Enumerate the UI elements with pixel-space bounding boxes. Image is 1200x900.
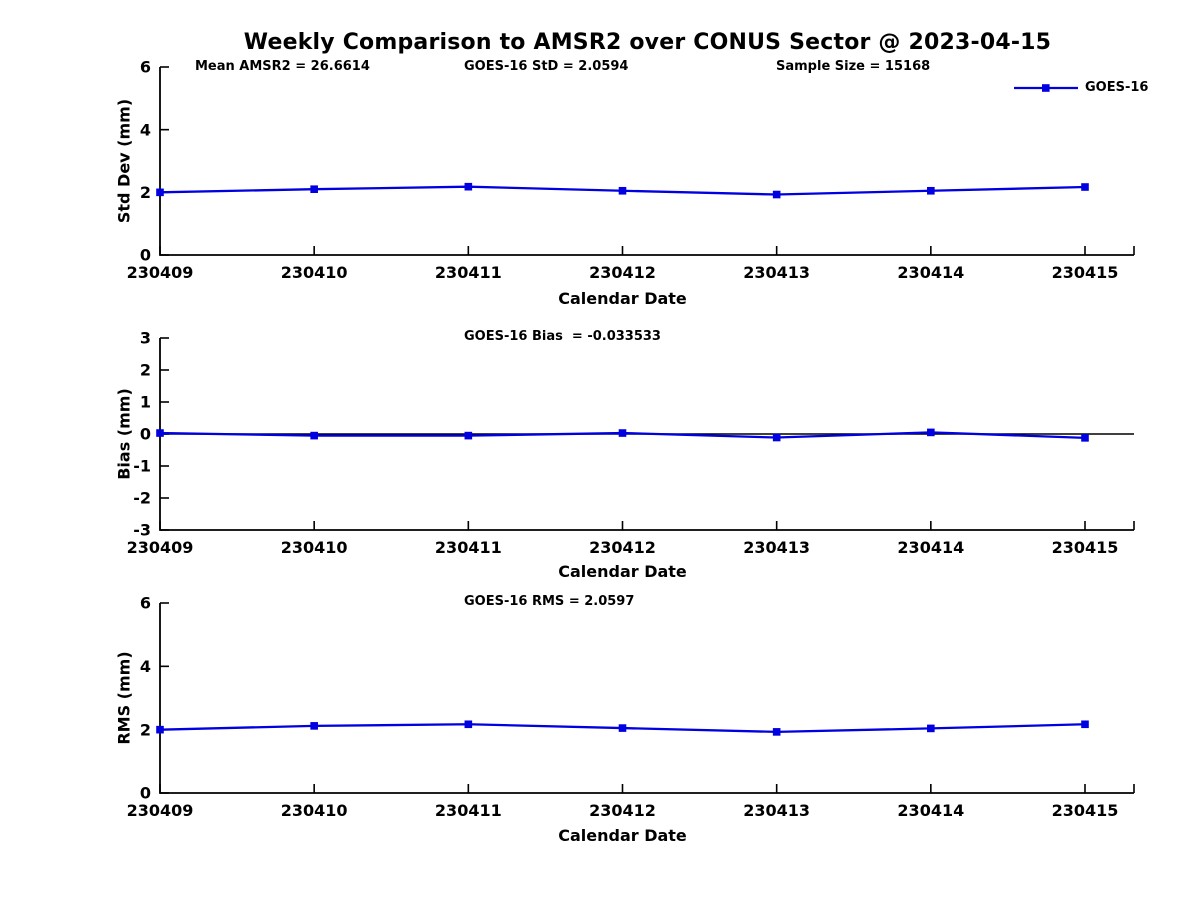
x-tick-label: 230409 — [127, 538, 194, 557]
data-point-marker — [464, 720, 473, 729]
data-point-marker — [310, 431, 318, 440]
data-point-marker — [618, 186, 627, 195]
x-tick-label: 230410 — [281, 801, 348, 820]
subplot-title-rms: GOES-16 RMS = 2.0597 — [464, 594, 635, 609]
x-axis-label-bias: Calendar Date — [558, 562, 687, 581]
y-tick-label: 0 — [140, 246, 151, 265]
data-point-marker — [927, 428, 935, 437]
data-point-marker — [772, 433, 781, 442]
x-tick-label: 230412 — [589, 263, 656, 282]
annotation-goes16-std: GOES-16 StD = 2.0594 — [464, 59, 629, 74]
x-tick-label: 230411 — [435, 538, 502, 557]
y-axis-label-std-dev: Std Dev (mm) — [114, 98, 134, 224]
annotation-mean-amsr2: Mean AMSR2 = 26.6614 — [195, 59, 370, 74]
x-tick-label: 230415 — [1052, 801, 1119, 820]
data-point-marker — [310, 722, 318, 730]
chart-title: Weekly Comparison to AMSR2 over CONUS Se… — [243, 30, 1052, 55]
x-tick-label: 230411 — [435, 263, 502, 282]
data-point-marker — [464, 182, 473, 191]
data-point-marker — [927, 724, 935, 733]
legend-line-marker-icon — [1014, 83, 1078, 92]
x-axis-label-rms: Calendar Date — [558, 826, 687, 845]
x-tick-label: 230410 — [281, 263, 348, 282]
data-point-marker — [1081, 434, 1089, 442]
y-tick-label: 2 — [140, 361, 151, 380]
data-point-marker — [772, 728, 781, 736]
y-tick-label: -2 — [133, 489, 151, 508]
x-axis-label-std-dev: Calendar Date — [558, 289, 687, 308]
data-point-marker — [1081, 720, 1089, 729]
y-tick-label: 6 — [140, 594, 151, 613]
legend-label: GOES-16 — [1085, 80, 1149, 95]
y-tick-label: 3 — [140, 329, 151, 348]
data-point-marker — [156, 429, 164, 437]
y-tick-label: 1 — [140, 393, 151, 412]
data-point-marker — [156, 725, 164, 734]
x-tick-label: 230413 — [743, 263, 810, 282]
data-point-marker — [618, 429, 627, 437]
y-tick-label: 2 — [140, 183, 151, 202]
x-tick-label: 230412 — [589, 538, 656, 557]
annotation-sample-size: Sample Size = 15168 — [776, 59, 931, 74]
y-axis-label-bias: Bias (mm) — [114, 388, 134, 480]
data-point-marker — [1081, 183, 1089, 191]
y-tick-label: 0 — [140, 784, 151, 803]
subplot-bias: -3 -2 -1 0 1 2 3 230409 230410 230411 230412 230413… — [127, 329, 1135, 557]
x-tick-label: 230414 — [897, 801, 964, 820]
legend: GOES-16 — [1014, 80, 1148, 95]
data-point-marker — [464, 431, 473, 440]
y-tick-label: -1 — [133, 457, 151, 476]
data-point-marker — [618, 724, 627, 732]
axis-spines — [159, 67, 1134, 256]
data-point-marker — [156, 188, 164, 197]
y-tick-label: 2 — [140, 720, 151, 739]
y-tick-label: 4 — [140, 657, 151, 676]
axis-spines — [159, 603, 1134, 794]
x-tick-label: 230410 — [281, 538, 348, 557]
x-tick-label: 230413 — [743, 538, 810, 557]
x-tick-label: 230412 — [589, 801, 656, 820]
y-tick-label: 0 — [140, 425, 151, 444]
x-tick-label: 230409 — [127, 801, 194, 820]
y-tick-label: 6 — [140, 58, 151, 77]
y-tick-label: -3 — [133, 521, 151, 540]
subplot-rms: 0 2 4 6 230409 230410 230411 230412 230413 230414… — [127, 594, 1135, 820]
x-tick-label: 230414 — [897, 263, 964, 282]
x-tick-label: 230413 — [743, 801, 810, 820]
data-point-marker — [310, 185, 318, 193]
x-tick-label: 230411 — [435, 801, 502, 820]
x-tick-label: 230415 — [1052, 263, 1119, 282]
x-tick-label: 230409 — [127, 263, 194, 282]
subplot-std-dev: 0 2 4 6 230409 230410 230411 230412 230413 230414… — [127, 58, 1135, 282]
y-tick-label: 4 — [140, 120, 151, 139]
subplot-title-bias: GOES-16 Bias = -0.033533 — [464, 329, 661, 344]
x-tick-label: 230415 — [1052, 538, 1119, 557]
data-point-marker — [772, 190, 781, 199]
x-tick-label: 230414 — [897, 538, 964, 557]
data-point-marker — [927, 186, 935, 195]
y-axis-label-rms: RMS (mm) — [114, 651, 134, 745]
